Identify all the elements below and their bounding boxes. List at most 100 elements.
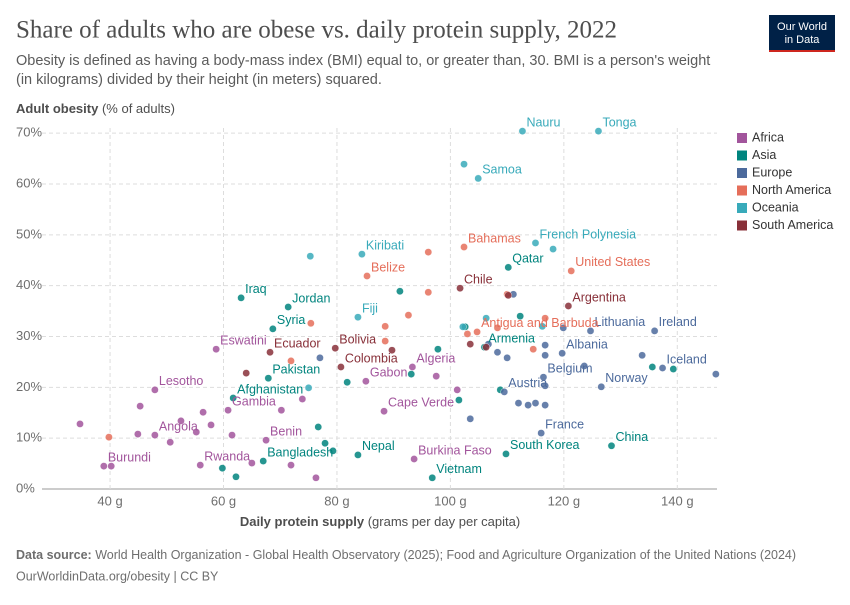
point [424,288,433,297]
x-axis-title-main: Daily protein supply [240,514,365,529]
source-label: Data source: [16,548,92,562]
point [381,322,389,331]
point [363,272,371,280]
point [228,431,236,439]
point [166,438,174,447]
point-label: Iceland [667,352,707,366]
point [669,365,678,373]
point [529,345,538,354]
point [463,330,472,338]
point [500,388,509,396]
point [242,369,251,377]
legend-label: Africa [752,130,784,144]
point [177,417,185,425]
legend-label: North America [752,183,831,197]
x-axis-title: Daily protein supply (grams per day per … [240,514,520,529]
point [408,363,417,371]
point [316,354,324,362]
point [541,382,549,390]
point [502,450,510,458]
point [136,402,144,410]
logo-text: in Data [785,34,821,46]
x-tick-label: 40 g [97,493,122,508]
point [504,263,513,272]
point-label: Gambia [232,395,276,409]
point [541,314,549,323]
point [564,302,573,310]
y-tick-label: 70% [16,125,42,140]
point [607,441,616,450]
point [107,462,116,470]
point-label: Burkina Faso [418,443,492,457]
point-label: Samoa [482,163,522,177]
y-tick-label: 10% [16,430,42,445]
point-label: Ireland [659,315,697,329]
point [473,328,481,336]
point [396,287,404,296]
chart-title: Share of adults who are obese vs. daily … [16,17,617,44]
legend-label: Asia [752,148,776,162]
point [586,327,595,335]
legend-label: Oceania [752,200,799,214]
point-label: United States [575,255,650,269]
point [597,383,606,391]
point-label: Kiribati [366,238,404,252]
y-tick-label: 20% [16,379,42,394]
point-labels: Burundi Lesotho Angola Gambia Rwanda Eswatini… [108,115,707,476]
point-label: Bangladesh [267,445,333,459]
point [516,312,524,320]
legend-swatch [737,185,747,196]
point-label: Gabon [370,366,408,380]
point [638,351,646,360]
points [76,127,720,482]
point [580,362,589,370]
point-label: Rwanda [204,449,250,463]
point-label: Iraq [245,282,267,296]
point [531,399,540,407]
subtitle: Obesity is defined as having a body-mass… [16,53,710,69]
y-tick-label: 30% [16,328,42,343]
point [277,406,286,415]
point-label: Jordan [292,291,330,305]
point-label: Cape Verde [388,396,454,410]
point [493,324,502,332]
point [493,348,502,357]
x-tick-label: 120 g [548,493,581,508]
point-label: Bolivia [339,332,376,346]
point [232,472,240,481]
point-label: Lesotho [159,374,204,388]
point [248,459,256,467]
point [269,325,277,333]
source-text: World Health Organization - Global Healt… [95,548,796,562]
point-label: Albania [566,338,608,352]
point [218,464,227,472]
point [539,373,548,381]
point-label: Fiji [362,301,378,315]
point-label: Bahamas [468,231,521,245]
point [381,337,389,345]
url: OurWorldinData.org/obesity | CC BY [16,569,219,583]
point [362,377,370,386]
source: Data source: World Health Organization -… [16,548,796,562]
legend-swatch [737,203,747,213]
point [134,430,142,438]
point-label: Armenia [488,331,535,345]
point [460,160,468,168]
point [224,406,232,415]
point [455,396,463,404]
point [262,436,270,445]
point-label: Afghanistan [237,382,303,396]
point [428,474,437,482]
point [287,357,295,365]
point-label: Ecuador [274,337,321,351]
point [453,386,462,394]
point [504,291,513,300]
x-axis-title-unit: (grams per day per capita) [368,514,520,529]
point [541,341,549,349]
point-label: Argentina [572,290,626,304]
legend-swatch [737,150,747,161]
y-tick-label: 60% [16,175,42,190]
point [105,433,113,441]
point [304,384,313,392]
